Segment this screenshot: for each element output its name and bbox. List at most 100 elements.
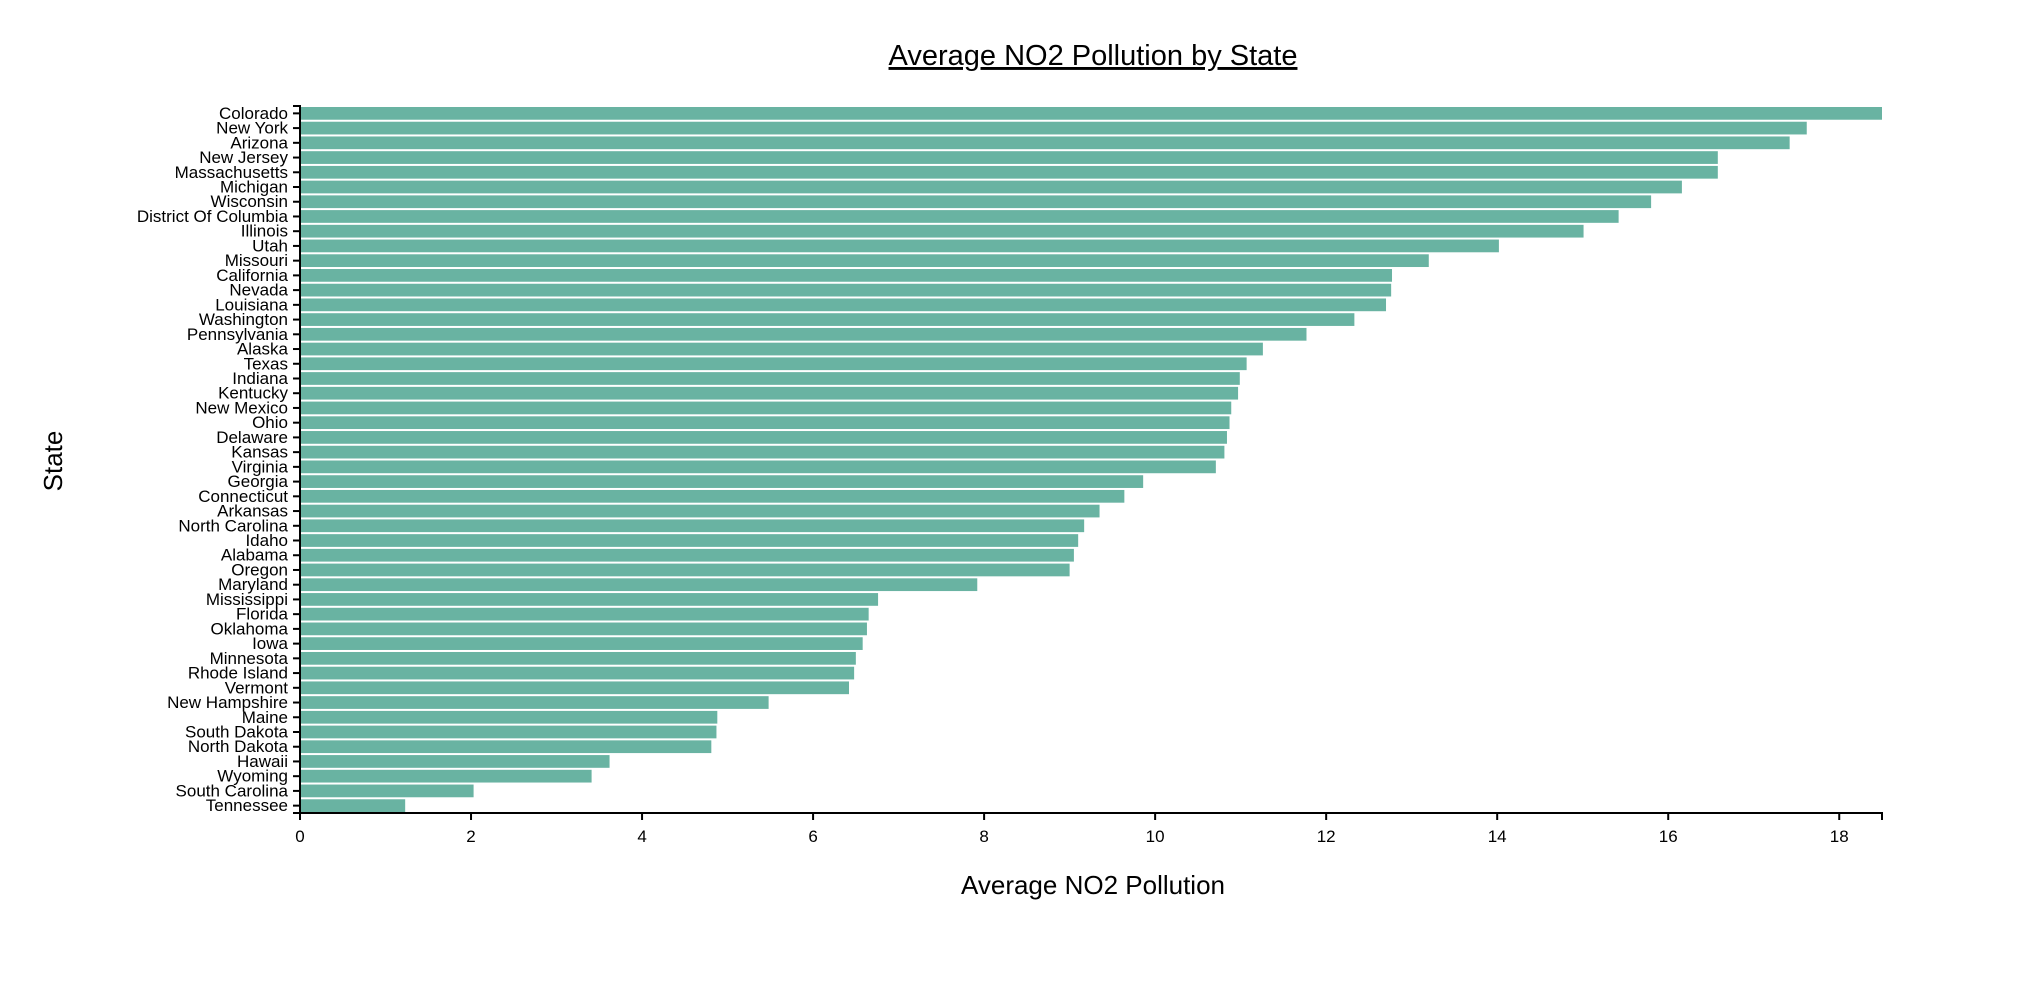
bar-michigan — [300, 180, 1682, 194]
bar-maryland — [300, 578, 978, 592]
bar-connecticut — [300, 489, 1125, 503]
bar-district-of-columbia — [300, 210, 1619, 223]
bar-texas — [300, 357, 1247, 371]
bar-vermont — [300, 681, 849, 695]
bar-minnesota — [300, 651, 856, 665]
bar-washington — [300, 313, 1355, 326]
bar-indiana — [300, 372, 1240, 385]
bar-arkansas — [300, 504, 1100, 518]
y-tick-label: Missouri — [225, 251, 288, 270]
bar-colorado — [300, 107, 1882, 120]
bar-louisiana — [300, 298, 1387, 312]
bar-new-mexico — [300, 401, 1232, 415]
bar-rhode-island — [300, 666, 855, 680]
bar-kansas — [300, 445, 1225, 459]
bar-pennsylvania — [300, 327, 1307, 341]
x-tick-label: 6 — [808, 827, 817, 846]
x-tick-label: 14 — [1488, 827, 1507, 846]
bar-nevada — [300, 283, 1392, 297]
y-axis-title: State — [38, 431, 68, 492]
y-tick-label: Colorado — [219, 104, 288, 123]
y-tick-label: Utah — [252, 236, 288, 255]
y-tick-label: Illinois — [241, 222, 288, 241]
y-tick-label: Mississippi — [206, 590, 288, 609]
bar-wyoming — [300, 769, 592, 783]
y-tick-label: Maine — [242, 708, 288, 727]
x-tick-label: 18 — [1830, 827, 1849, 846]
x-axis-title: Average NO2 Pollution — [961, 870, 1225, 900]
y-tick-label: Minnesota — [210, 649, 289, 668]
bar-missouri — [300, 254, 1429, 268]
y-tick-label: Louisiana — [215, 295, 288, 314]
y-tick-label: Idaho — [245, 531, 288, 550]
y-tick-label: Massachusetts — [175, 163, 288, 182]
bar-virginia — [300, 460, 1216, 474]
y-tick-label: Arizona — [230, 133, 288, 152]
y-tick-label: Texas — [244, 354, 288, 373]
bar-alabama — [300, 548, 1074, 562]
y-tick-label: Delaware — [216, 428, 288, 447]
y-tick-label: Georgia — [228, 472, 289, 491]
bar-south-dakota — [300, 725, 717, 739]
bar-florida — [300, 607, 869, 621]
bar-maine — [300, 710, 718, 724]
chart-title: Average NO2 Pollution by State — [889, 40, 1298, 72]
x-tick-label: 4 — [637, 827, 646, 846]
y-tick-label: Tennessee — [206, 796, 288, 815]
y-tick-label: Maryland — [218, 575, 288, 594]
x-axis: 0 2 4 6 8 10 12 14 16 18 — [295, 812, 1883, 846]
y-tick-label: Oklahoma — [211, 619, 289, 638]
y-tick-label: North Carolina — [178, 516, 288, 535]
bar-new-hampshire — [300, 696, 769, 709]
y-tick-label: South Carolina — [176, 781, 289, 800]
bar-california — [300, 269, 1393, 282]
bar-tennessee — [300, 799, 406, 812]
y-tick-label: Virginia — [232, 457, 289, 476]
bar-illinois — [300, 224, 1584, 238]
bar-new-jersey — [300, 151, 1718, 164]
bar-south-carolina — [300, 784, 474, 798]
bars — [300, 107, 1882, 812]
y-tick-label: Pennsylvania — [187, 325, 289, 344]
y-tick-label: South Dakota — [185, 722, 289, 741]
x-axis-line — [299, 812, 1883, 820]
y-tick-label: Michigan — [220, 178, 288, 197]
y-tick-label: Wyoming — [217, 767, 288, 786]
y-tick-label: Rhode Island — [188, 664, 288, 683]
y-tick-label: Kentucky — [218, 384, 288, 403]
y-tick-label: California — [216, 266, 288, 285]
y-tick-label: Hawaii — [237, 752, 288, 771]
y-tick-label: New Mexico — [195, 398, 288, 417]
y-tick-label: District Of Columbia — [137, 207, 289, 226]
bar-ohio — [300, 416, 1230, 430]
y-tick-label: New Hampshire — [167, 693, 288, 712]
y-tick-label: Ohio — [252, 413, 288, 432]
bar-utah — [300, 239, 1499, 253]
bar-hawaii — [300, 755, 610, 768]
bar-oregon — [300, 563, 1070, 577]
bar-alaska — [300, 342, 1263, 356]
y-tick-label: Iowa — [252, 634, 288, 653]
bar-new-york — [300, 121, 1807, 135]
bar-iowa — [300, 637, 863, 650]
bar-idaho — [300, 534, 1079, 547]
bar-mississippi — [300, 593, 879, 606]
bar-arizona — [300, 136, 1790, 150]
bar-georgia — [300, 475, 1144, 488]
y-tick-label: Wisconsin — [211, 192, 288, 211]
bar-massachusetts — [300, 165, 1718, 179]
y-tick-label: Florida — [236, 605, 289, 624]
bar-delaware — [300, 431, 1227, 444]
y-tick-label: North Dakota — [188, 737, 289, 756]
y-tick-label: Alabama — [221, 546, 289, 565]
x-tick-label: 16 — [1659, 827, 1678, 846]
bar-kentucky — [300, 386, 1239, 400]
y-tick-label: Nevada — [229, 281, 288, 300]
y-tick-label: Vermont — [225, 678, 289, 697]
y-tick-label: Washington — [199, 310, 288, 329]
bar-north-dakota — [300, 740, 712, 754]
x-tick-label: 10 — [1146, 827, 1165, 846]
x-tick-label: 0 — [295, 827, 304, 846]
